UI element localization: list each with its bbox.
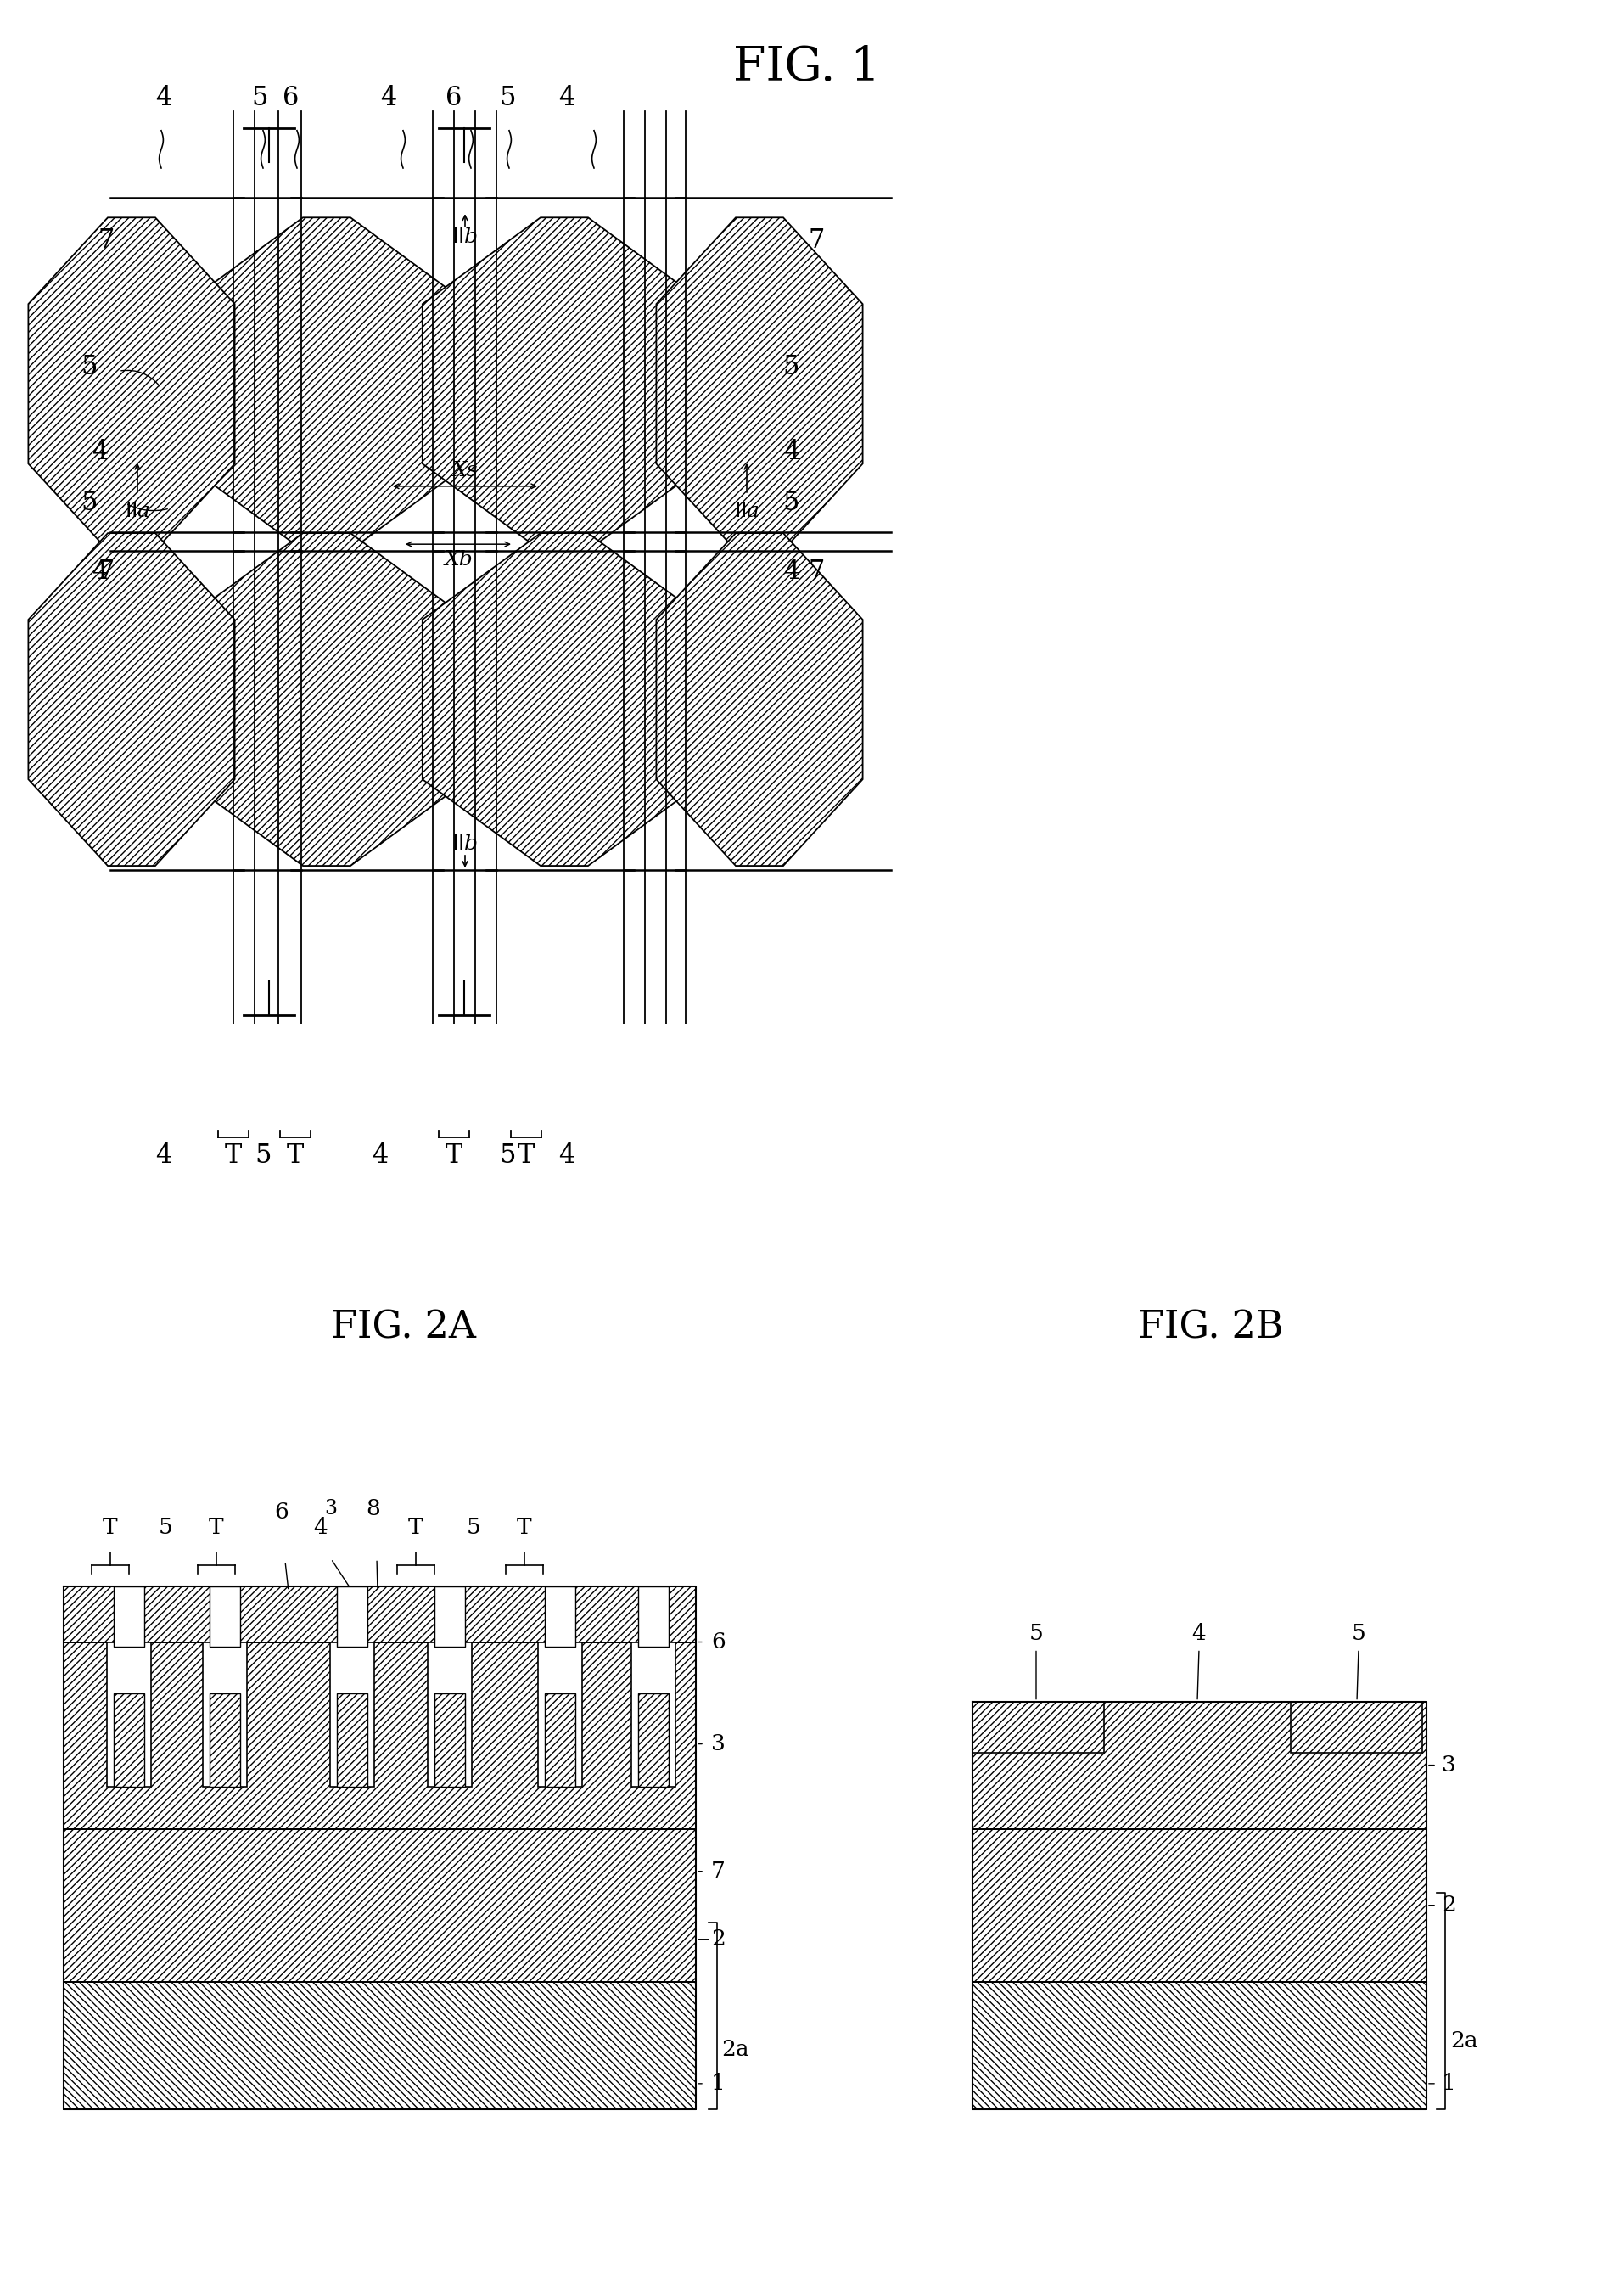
Text: 1: 1	[712, 2073, 725, 2094]
Bar	[210, 1692, 240, 1786]
Text: 7: 7	[809, 227, 825, 255]
Bar	[63, 1981, 696, 2110]
Text: FIG. 1: FIG. 1	[733, 44, 881, 92]
Text: 4: 4	[783, 558, 799, 585]
Text: $\rm II$a: $\rm II$a	[124, 503, 150, 521]
Text: T: T	[408, 1518, 423, 1538]
Bar	[337, 1692, 368, 1786]
Text: 5: 5	[783, 489, 799, 517]
Text: 6: 6	[445, 85, 462, 110]
Polygon shape	[29, 218, 234, 551]
Bar	[113, 1587, 144, 1646]
Text: T: T	[516, 1518, 533, 1538]
Bar	[63, 1587, 696, 1642]
Text: T: T	[445, 1143, 463, 1169]
Bar	[973, 1981, 1427, 2110]
Text: $\rm II$b: $\rm II$b	[452, 836, 478, 854]
Text: FIG. 2A: FIG. 2A	[331, 1309, 476, 1345]
Polygon shape	[657, 533, 862, 866]
Text: 4: 4	[381, 85, 397, 110]
Text: 5: 5	[158, 1518, 173, 1538]
Polygon shape	[186, 218, 468, 551]
Bar	[537, 1642, 583, 1786]
Text: T: T	[518, 1143, 534, 1169]
Text: T: T	[103, 1518, 118, 1538]
Bar	[638, 1692, 668, 1786]
Text: FIG. 2B: FIG. 2B	[1138, 1309, 1283, 1345]
Text: 5: 5	[1351, 1623, 1365, 1644]
Text: 5: 5	[81, 489, 97, 517]
Bar	[337, 1587, 368, 1646]
Polygon shape	[29, 533, 234, 866]
Bar	[434, 1692, 465, 1786]
Text: 4: 4	[92, 439, 108, 466]
Text: 5: 5	[499, 85, 516, 110]
Text: T: T	[287, 1143, 303, 1169]
Text: 5: 5	[783, 354, 799, 379]
Text: 5: 5	[466, 1518, 481, 1538]
Text: 4: 4	[92, 558, 108, 585]
Text: 2: 2	[1441, 1894, 1456, 1915]
Bar	[638, 1587, 668, 1646]
Text: T: T	[208, 1518, 224, 1538]
Text: 7: 7	[809, 558, 825, 585]
Text: 4: 4	[155, 1143, 173, 1169]
Bar	[63, 1642, 696, 1830]
Bar	[546, 1587, 575, 1646]
Text: 4: 4	[558, 1143, 575, 1169]
Text: 6: 6	[712, 1632, 725, 1653]
Bar	[428, 1642, 471, 1786]
Bar	[331, 1642, 374, 1786]
Text: 2a: 2a	[1451, 2030, 1478, 2053]
Text: 4: 4	[155, 85, 173, 110]
Text: 5: 5	[81, 354, 97, 379]
Text: 4: 4	[558, 85, 575, 110]
Bar	[203, 1642, 247, 1786]
Text: 6: 6	[282, 85, 299, 110]
Polygon shape	[423, 533, 707, 866]
Text: 6: 6	[274, 1502, 289, 1522]
Text: 1: 1	[1441, 2073, 1456, 2094]
Text: 4: 4	[783, 439, 799, 466]
Text: 3: 3	[324, 1499, 337, 1518]
Bar	[631, 1642, 676, 1786]
Bar	[434, 1587, 465, 1646]
Text: 5: 5	[255, 1143, 271, 1169]
Bar	[210, 1587, 240, 1646]
Text: 3: 3	[712, 1733, 725, 1754]
Text: 5: 5	[499, 1143, 516, 1169]
Text: 5: 5	[1030, 1623, 1043, 1644]
Bar	[107, 1642, 152, 1786]
Polygon shape	[423, 218, 707, 551]
Text: T: T	[224, 1143, 242, 1169]
Bar	[973, 1830, 1427, 1981]
Text: 2: 2	[712, 1929, 725, 1949]
Polygon shape	[657, 218, 862, 551]
Bar	[973, 1701, 1427, 1830]
Text: 8: 8	[366, 1497, 381, 1520]
Text: 4: 4	[371, 1143, 389, 1169]
Text: 3: 3	[1441, 1754, 1456, 1775]
Bar	[546, 1692, 575, 1786]
Text: 4: 4	[313, 1518, 328, 1538]
Bar	[973, 1701, 1104, 1752]
Text: 2a: 2a	[721, 2039, 749, 2060]
Text: Xs: Xs	[452, 461, 478, 480]
Text: 7: 7	[98, 558, 115, 585]
Bar	[1291, 1701, 1422, 1752]
Bar	[63, 1830, 696, 1981]
Text: Xb: Xb	[444, 549, 473, 569]
Text: 4: 4	[1191, 1623, 1206, 1644]
Text: 7: 7	[712, 1860, 725, 1883]
Text: 7: 7	[98, 227, 115, 255]
Text: $\rm II$b: $\rm II$b	[452, 227, 478, 248]
Text: $\rm II$a: $\rm II$a	[734, 503, 760, 521]
Polygon shape	[186, 533, 468, 866]
Bar	[113, 1692, 144, 1786]
Text: 5: 5	[252, 85, 268, 110]
